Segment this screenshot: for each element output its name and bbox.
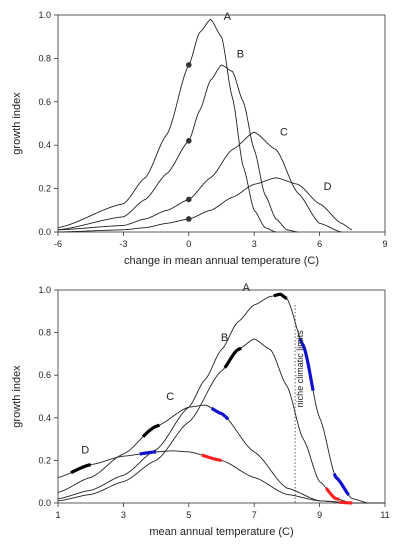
highlight-segment-d [139, 450, 157, 456]
highlight-segment-d [70, 463, 92, 475]
highlight-segment-a [298, 337, 315, 391]
niche-limit-label: niche climatic limits [295, 330, 305, 408]
x-tick-label: -3 [119, 239, 127, 249]
highlight-segment-b [324, 487, 340, 501]
x-tick-label: 3 [252, 239, 257, 249]
x-tick-label: 9 [317, 510, 322, 520]
x-tick-label: 5 [186, 510, 191, 520]
y-axis-title: growth index [11, 92, 23, 155]
series-label-c: C [280, 127, 288, 139]
series-line-c [57, 404, 353, 504]
series-line-c [57, 131, 342, 233]
x-tick-label: 11 [380, 510, 389, 520]
x-tick-label: 7 [252, 510, 257, 520]
series-line-d [57, 177, 353, 233]
y-tick-label: 0.6 [38, 370, 51, 380]
series-line-d [57, 450, 353, 504]
y-tick-label: 0.2 [38, 184, 51, 194]
series-label-c: C [166, 391, 174, 403]
y-tick-label: 0.6 [38, 97, 51, 107]
series-label-a: A [224, 11, 232, 23]
plot-frame [57, 289, 386, 504]
y-tick-label: 0.0 [38, 227, 51, 237]
data-point-d [186, 216, 192, 222]
highlight-segment-b [223, 346, 242, 369]
data-point-a [186, 62, 192, 68]
y-tick-label: 1.0 [38, 285, 51, 295]
series-line-b [57, 338, 368, 504]
x-tick-label: 1 [55, 510, 60, 520]
highlight-segment-c [141, 423, 161, 438]
chart-2: 0.0 0.2 0.4 0.6 0.8 1.0 1 3 5 7 9 11 mean annual tem… [11, 282, 390, 538]
series-label-d: D [324, 181, 332, 193]
x-tick-label: 0 [186, 239, 191, 249]
y-tick-label: 1.0 [38, 10, 51, 20]
series-label-b: B [221, 332, 228, 344]
y-axis-title: growth index [11, 365, 23, 428]
series-line-a [57, 18, 277, 233]
data-point-c [186, 196, 192, 203]
y-tick-label: 0.4 [38, 140, 51, 150]
series-line-a [57, 293, 385, 504]
data-point-b [186, 138, 192, 144]
x-axis-title: change in mean annual temperature (C) [124, 255, 319, 267]
x-tick-label: -6 [54, 239, 62, 249]
series-label-b: B [237, 48, 244, 60]
y-tick-label: 0.4 [38, 413, 51, 423]
plot-frame [57, 14, 386, 233]
x-axis-title: mean annual temperature (C) [149, 526, 293, 538]
highlight-segment-a [332, 473, 350, 497]
chart-1: 0.0 0.2 0.4 0.6 0.8 1.0 -6 -3 0 3 6 9 change in mean… [11, 10, 388, 267]
x-tick-label: 3 [121, 510, 126, 520]
highlight-segment-a [273, 292, 288, 300]
series-line-b [57, 64, 298, 233]
x-tick-label: 6 [317, 239, 322, 249]
x-tick-label: 9 [382, 239, 387, 249]
series-label-d: D [81, 444, 89, 456]
y-tick-label: 0.2 [38, 455, 51, 465]
highlight-segment-c [339, 500, 353, 505]
y-tick-label: 0.8 [38, 328, 51, 338]
y-tick-label: 0.8 [38, 53, 51, 63]
highlight-segment-c [210, 406, 230, 421]
y-tick-label: 0.0 [38, 498, 51, 508]
highlight-segment-d [201, 453, 222, 462]
series-label-a: A [243, 282, 251, 294]
